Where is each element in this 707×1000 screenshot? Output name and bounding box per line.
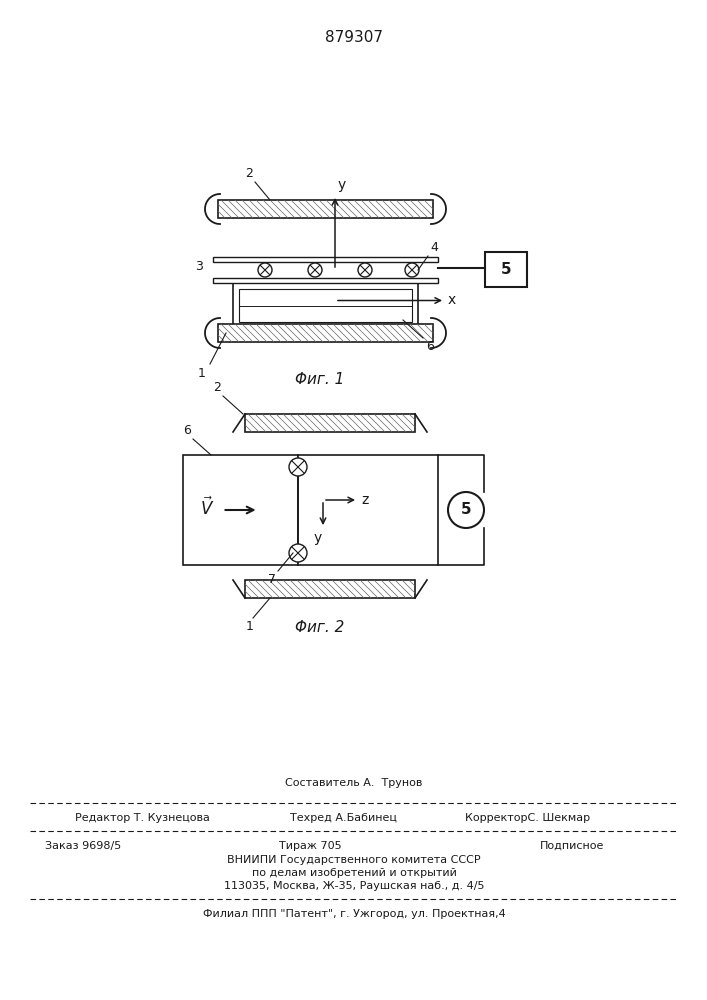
Circle shape [258, 263, 272, 277]
Text: 6: 6 [426, 340, 434, 353]
Text: Филиал ППП "Патент", г. Ужгород, ул. Проектная,4: Филиал ППП "Патент", г. Ужгород, ул. Про… [203, 909, 506, 919]
Text: 2: 2 [213, 381, 221, 394]
Text: 5: 5 [461, 502, 472, 518]
Circle shape [289, 544, 307, 562]
Text: 1: 1 [198, 367, 206, 380]
Text: z: z [361, 493, 368, 507]
Text: y: y [338, 178, 346, 192]
Bar [298, 455, 438, 565]
Circle shape [308, 263, 322, 277]
Text: Φиг. 1: Φиг. 1 [296, 372, 345, 387]
Text: Редактор Т. Кузнецова: Редактор Т. Кузнецова [75, 813, 210, 823]
Text: 6: 6 [183, 424, 191, 437]
Text: x: x [448, 294, 456, 308]
Text: Тираж 705: Тираж 705 [279, 841, 341, 851]
Text: Заказ 9698/5: Заказ 9698/5 [45, 841, 121, 851]
Text: Составитель А.  Трунов: Составитель А. Трунов [286, 778, 423, 788]
Text: 2: 2 [245, 167, 253, 180]
Text: 5: 5 [501, 262, 511, 277]
Circle shape [289, 458, 307, 476]
Text: Техред А.Бабинец: Техред А.Бабинец [290, 813, 397, 823]
Bar [245, 414, 415, 432]
Circle shape [448, 492, 484, 528]
Text: КорректорС. Шекмар: КорректорС. Шекмар [465, 813, 590, 823]
Bar [183, 455, 298, 565]
Text: y: y [314, 531, 322, 545]
Text: 7: 7 [268, 573, 276, 586]
Bar [233, 283, 418, 328]
Circle shape [405, 263, 419, 277]
Text: Подписное: Подписное [540, 841, 604, 851]
Bar [218, 324, 433, 342]
Text: 3: 3 [195, 260, 203, 273]
Text: $\vec{V}$: $\vec{V}$ [200, 497, 214, 519]
Circle shape [358, 263, 372, 277]
Text: 879307: 879307 [325, 30, 383, 45]
Text: 4: 4 [430, 241, 438, 254]
Bar [213, 257, 438, 262]
Bar [485, 252, 527, 287]
Bar [239, 289, 412, 322]
Bar [245, 580, 415, 598]
Text: 1: 1 [246, 620, 254, 633]
Text: Φиг. 2: Φиг. 2 [296, 620, 345, 635]
Text: ВНИИПИ Государственного комитета СССР: ВНИИПИ Государственного комитета СССР [227, 855, 481, 865]
Bar [218, 200, 433, 218]
Text: по делам изобретений и открытий: по делам изобретений и открытий [252, 868, 457, 878]
Bar [213, 278, 438, 283]
Text: 113035, Москва, Ж-35, Раушская наб., д. 4/5: 113035, Москва, Ж-35, Раушская наб., д. … [223, 881, 484, 891]
